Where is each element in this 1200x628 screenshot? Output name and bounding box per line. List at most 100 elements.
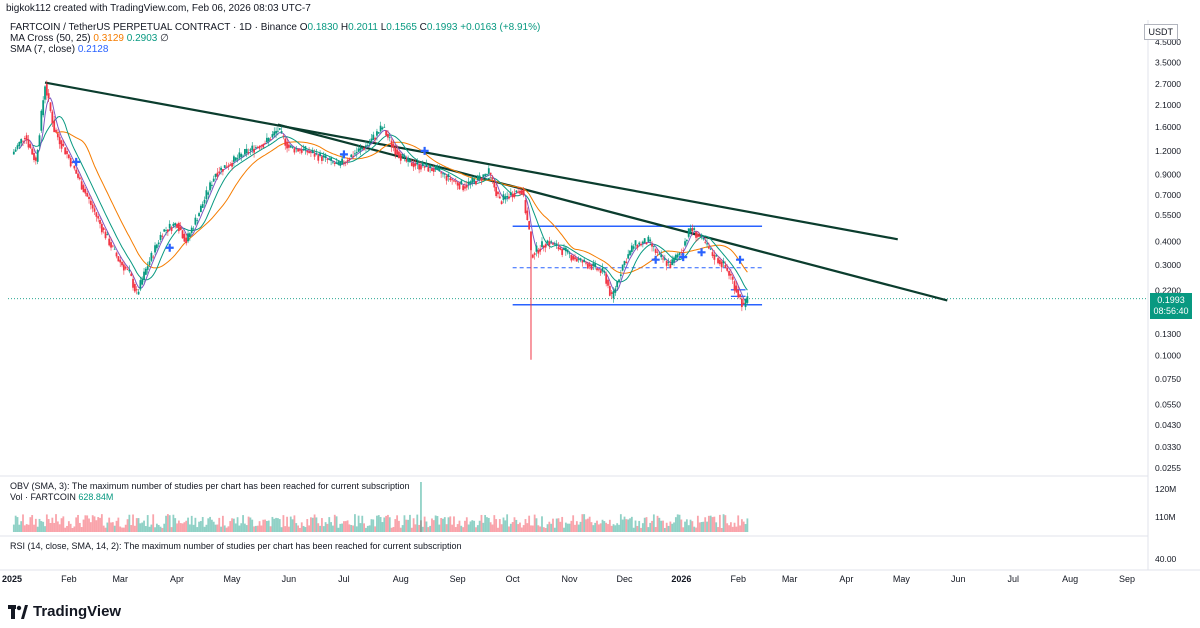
volume-bar [667,525,670,532]
volume-bar [260,525,263,532]
volume-bar [680,519,683,532]
candle-body [552,243,554,245]
candle-body [588,264,591,267]
candle-body [245,148,248,154]
candle-body [464,186,466,189]
volume-bar [513,517,516,532]
time-axis-tick-3: Apr [170,574,184,584]
candle-body [36,149,39,162]
volume-bar [194,517,197,532]
volume-bar [104,527,107,532]
candle-body [150,252,153,261]
volume-bar [172,514,175,532]
ma-symbol: ∅ [160,33,169,44]
candle-body [673,257,675,263]
volume-bar [612,524,615,532]
volume-bar [713,516,716,532]
volume-legend[interactable]: Vol · FARTCOIN 628.84M [10,492,113,502]
candle-body [693,228,696,230]
volume-bar [537,525,540,532]
candle-body [592,263,595,267]
ma-cross-label[interactable]: MA Cross (50, 25) [10,33,91,44]
candle-body [733,281,736,291]
ma-cross-marker-5 [679,253,688,262]
candle-body [467,181,470,185]
volume-bar [684,521,686,532]
candle-body [737,289,740,298]
rsi-label[interactable]: RSI (14, close, SMA, 14, 2): The maximum… [10,541,462,551]
volume-bar [392,526,395,532]
candle-body [344,161,347,163]
volume-bar [155,523,158,532]
candle-body [548,241,551,246]
volume-bar [460,525,463,532]
ma-cross-marker-7 [736,255,745,264]
ma-slow-line [32,115,748,291]
candle-body [665,261,668,266]
obv-label[interactable]: OBV (SMA, 3): The maximum number of stud… [10,481,410,491]
volume-bar [71,527,74,532]
volume-bar [33,524,35,532]
candle-body [618,279,620,282]
time-axis-tick-5: Jun [282,574,297,584]
symbol-name[interactable]: FARTCOIN / TetherUS PERPETUAL CONTRACT ·… [10,22,297,33]
volume-bar [570,520,573,532]
candle-body [640,243,642,246]
volume-bar [634,520,637,532]
candle-body [667,262,670,263]
candle-body [337,161,340,165]
candle-body [713,254,716,260]
candle-body [240,154,243,157]
candle-body [700,234,703,238]
candle-body [377,132,380,134]
volume-bar [581,514,584,532]
time-axis-tick-17: Jun [951,574,966,584]
close-value: 0.1993 [426,22,458,33]
high-value: 0.2011 [348,22,378,33]
candle-body [128,269,131,272]
time-axis-tick-4: May [224,574,242,584]
sma-label[interactable]: SMA (7, close) [10,44,76,55]
volume-bar [159,526,162,532]
ma-cross-marker-2 [339,150,348,159]
candle-body [126,269,129,270]
volume-bar [689,519,692,532]
candle-body [500,201,503,205]
volume-bar [176,523,178,532]
volume-bar [108,517,111,532]
volume-bar [388,517,391,532]
candle-body [317,155,320,161]
volume-bar [282,515,285,532]
volume-bar [23,525,26,532]
volume-value: 628.84M [78,492,114,502]
volume-bar [489,522,492,532]
candle-body [629,250,631,256]
volume-bar [506,514,509,532]
candle-body [33,152,35,161]
volume-bar [548,521,551,532]
volume-bar [262,519,265,532]
volume-bar [669,521,672,532]
candle-body [533,253,536,255]
volume-bar [177,520,180,532]
candle-body [264,143,266,144]
candle-body [709,248,712,250]
time-axis-tick-14: Mar [782,574,798,584]
volume-bar [542,527,545,532]
volume-bar [381,522,384,532]
volume-bar [729,522,732,532]
volume-bar [478,520,481,532]
currency-selector[interactable]: USDT [1143,24,1178,40]
volume-bar [702,521,705,532]
volume-bar [559,521,562,532]
time-axis-tick-9: Oct [506,574,521,584]
candle-body [348,158,351,160]
candle-body [735,285,738,293]
candle-body [210,184,213,186]
candle-body [707,246,710,249]
volume-bar [654,527,657,532]
volume-bar [295,523,298,532]
time-axis-tick-10: Nov [561,574,578,584]
candle-body [306,150,309,153]
